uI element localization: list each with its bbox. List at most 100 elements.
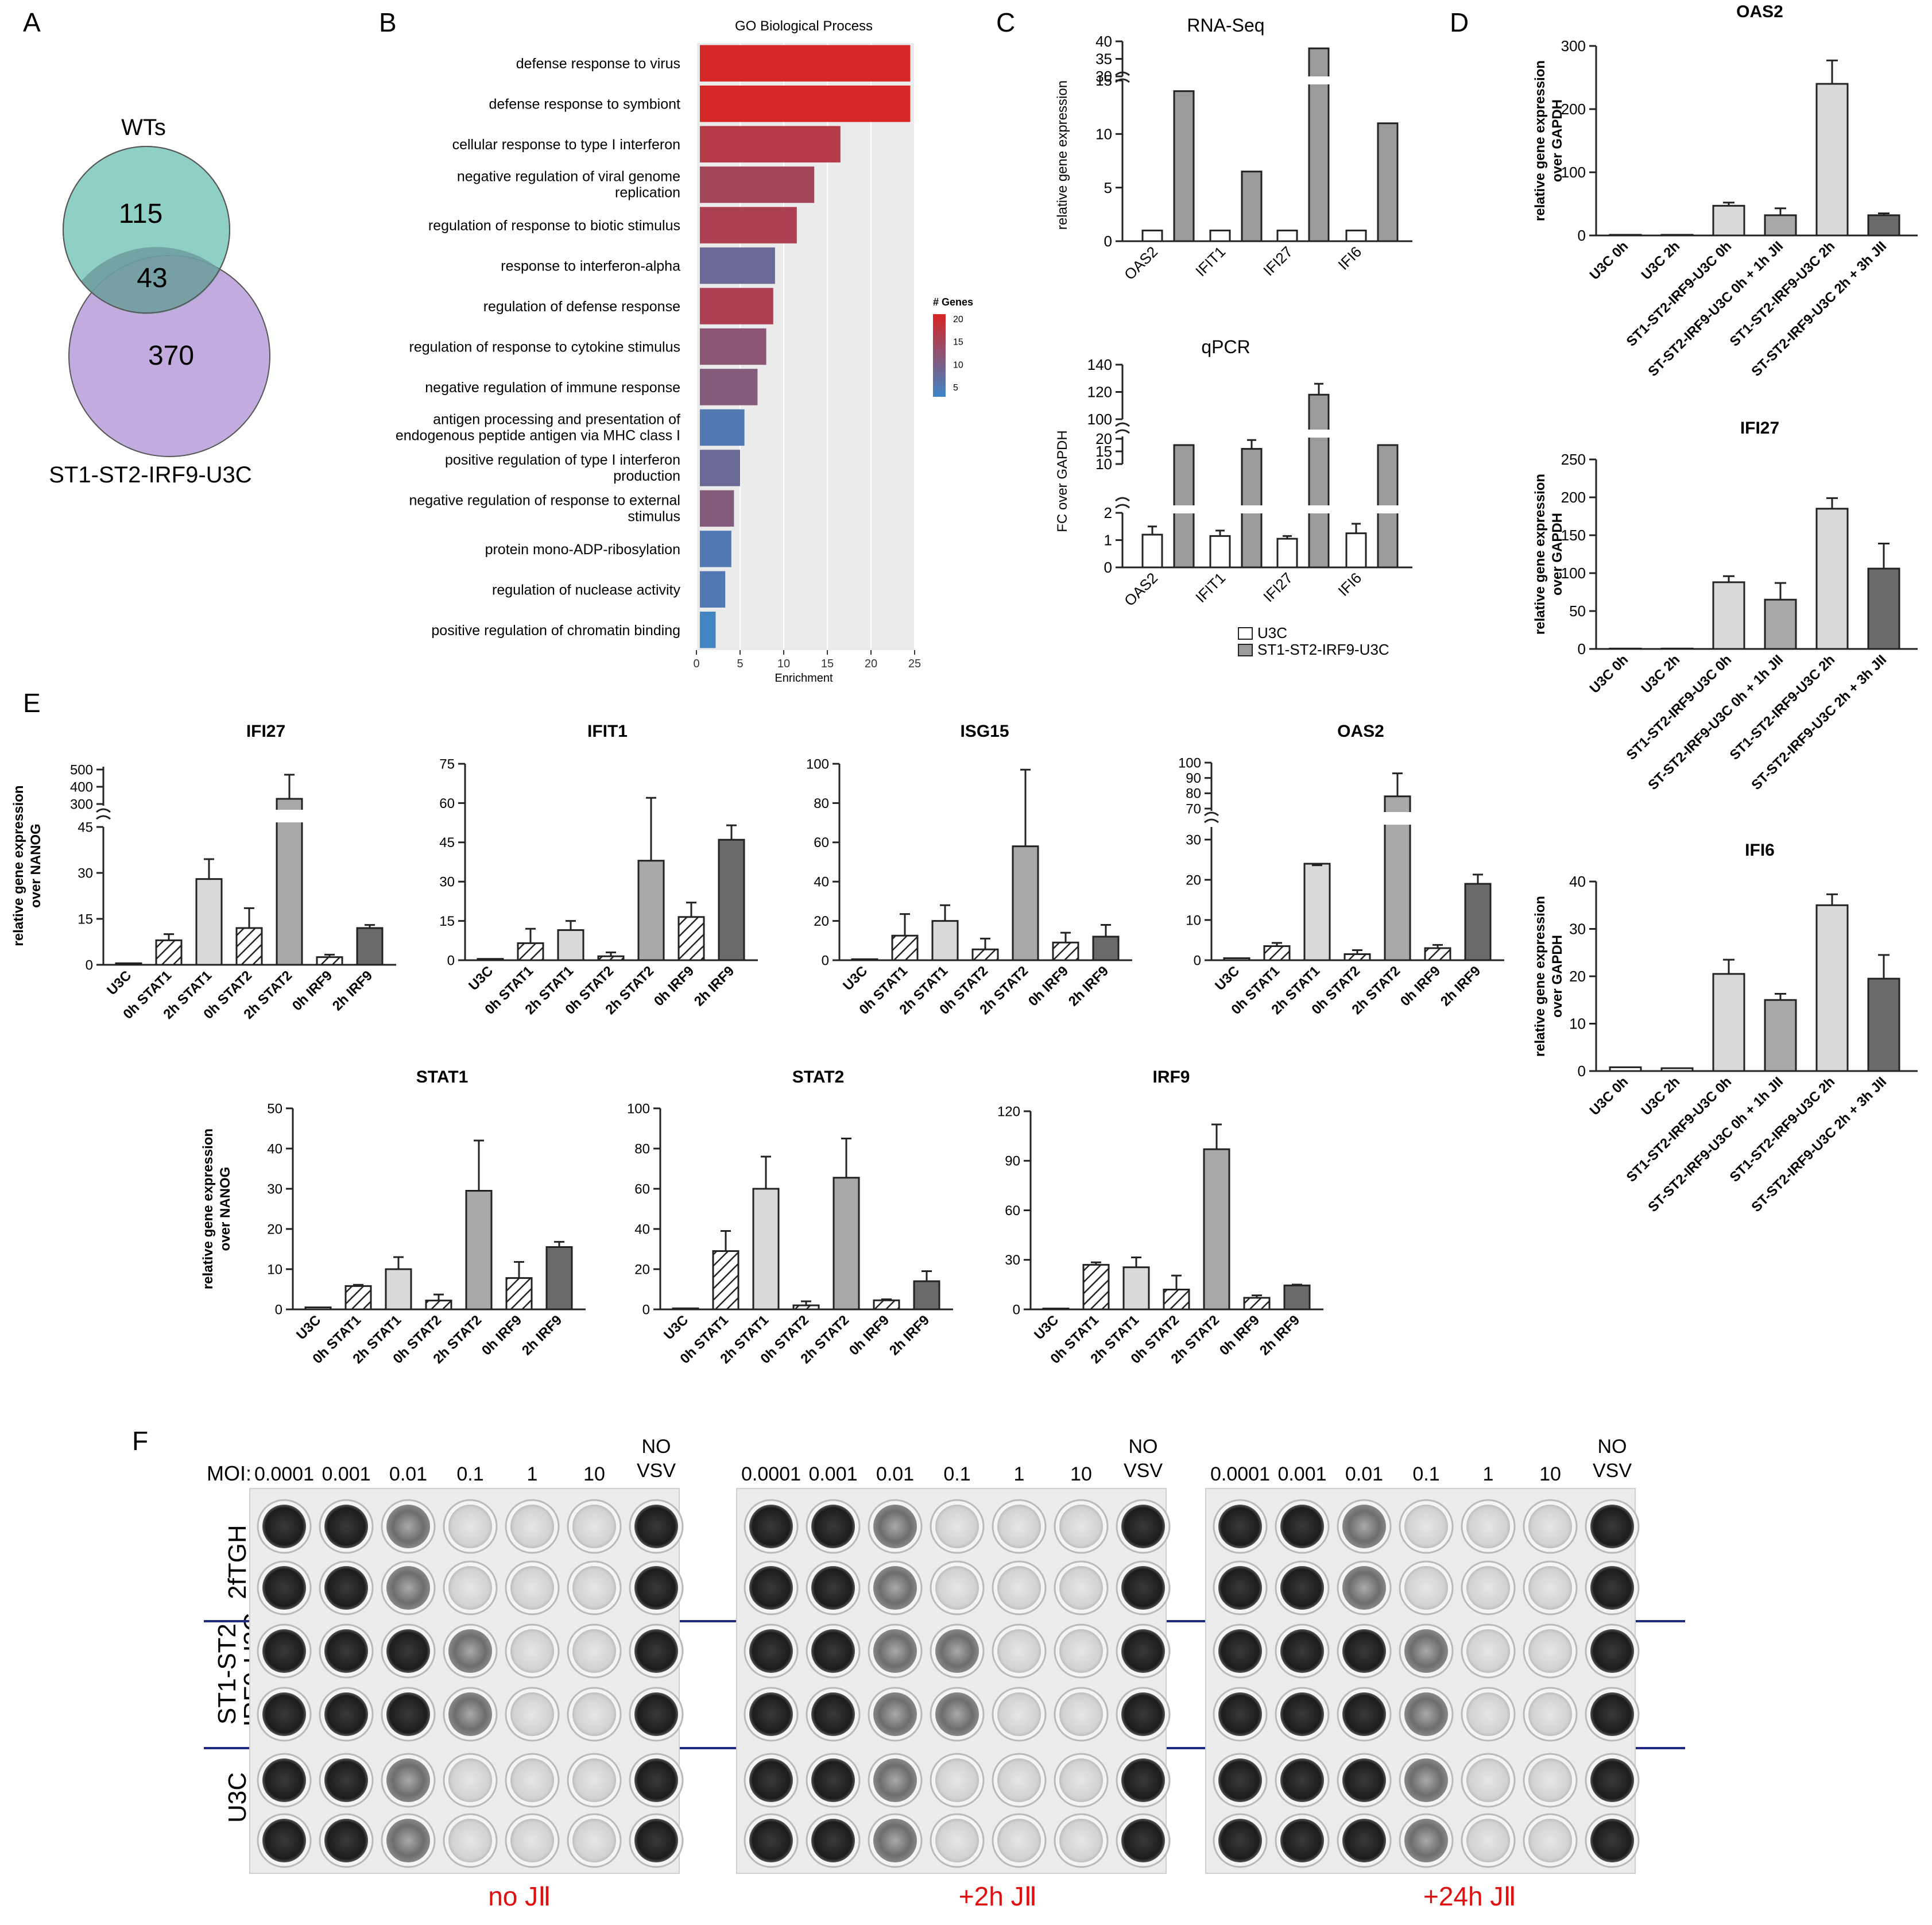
plate-well [1466,1566,1510,1610]
x-tick-label: U3C [661,1312,691,1343]
plate-well [1342,1629,1386,1673]
y-axis-label: over NANOG [218,1167,233,1251]
plate-well [262,1505,306,1548]
plate-well [634,1692,678,1736]
rna-seq-chart: RNA-Seq relative gene expression 0 5 10 15303… [1055,15,1412,283]
e-stat1-chart: STAT1 relative gene expression over NANOG 0… [200,1068,586,1367]
go-category-label: replication [615,185,680,201]
plate-well [1059,1692,1103,1736]
plate-well [1528,1758,1572,1802]
y-tick-label: 0 [642,1302,650,1317]
e-bar [1122,1266,1150,1311]
e-bar [792,1304,820,1311]
plate-well [1218,1819,1262,1862]
e-bar [873,1299,900,1311]
go-category-label: defense response to symbiont [489,96,680,113]
d-ifi27-chart: IFI27 relative gene expression over GAPDH 0… [1532,419,1918,793]
plate-well [1528,1566,1572,1610]
e-bar [517,942,544,961]
e-bar [465,1190,493,1311]
moi-value-label: 1 [527,1463,538,1485]
x-tick-label: 2h IRF9 [691,963,737,1009]
x-tick-label: 0h IRF9 [289,968,335,1014]
plate-well [1528,1819,1572,1862]
plate-well [749,1758,793,1802]
x-tick-label: 0h IRF9 [1397,963,1443,1009]
y-tick-label: 0 [447,953,455,968]
go-category-label: defense response to virus [516,56,680,72]
y-tick-label: 100 [627,1101,650,1116]
plate-well [572,1819,616,1862]
e-bar-break-gap [275,810,304,822]
plaque-assay-plates: MOI: 2fTGH ST1-ST2 -IRF9-U3C U3C no JⅡ +… [204,1436,1685,1911]
e-title: ISG15 [960,722,1009,741]
d-bar [1609,647,1642,650]
y-tick-label: 20 [1186,872,1201,888]
condition-label-2h-jii: +2h JⅡ [959,1881,1037,1911]
go-legend-gradient-step [933,341,946,345]
go-category-label: negative regulation of response to exter… [409,492,680,508]
go-category-label: production [613,468,680,484]
e-bar [356,927,384,966]
no-vsv-label: VSV [1124,1460,1163,1482]
go-category-label: positive regulation of type I interferon [445,452,680,468]
go-legend-gradient-step [933,327,946,331]
go-category-label: positive regulation of chromatin binding [431,623,680,639]
plate-well [1404,1629,1448,1673]
panel-label-b: B [379,7,397,37]
go-category-label: cellular response to type I interferon [452,137,680,153]
plate-well [873,1629,917,1673]
moi-value-label: 0.1 [943,1463,970,1485]
d-oas2-chart: OAS2 relative gene expression over GAPDH 0 1… [1532,2,1918,380]
go-bar [700,247,775,284]
y-tick-label: 80 [1186,786,1201,802]
d-bar [1815,508,1849,650]
plate-well [386,1692,430,1736]
y-tick-label: 250 [1561,451,1586,468]
y-tick-label: 30 [267,1181,282,1197]
y-axis-label: relative gene expression [1532,896,1548,1057]
go-bar [700,490,734,527]
plate-well [1466,1505,1510,1548]
venn-count-wts-only: 115 [119,199,163,229]
y-tick-label: 100 [1561,565,1586,582]
plate-well [448,1692,492,1736]
x-tick-label: U3C 2h [1639,1074,1683,1119]
legend-label-u3c: U3C [1257,624,1287,641]
plate-well [1218,1566,1262,1610]
plate-well [873,1505,917,1548]
y-tick-label: 90 [1186,771,1201,786]
moi-value-label: 0.01 [1345,1463,1383,1485]
go-category-label: regulation of response to cytokine stimu… [409,339,680,355]
y-tick-label: 150 [1561,527,1586,544]
y-tick-label: 300 [1561,37,1586,55]
plate-well [1121,1819,1165,1862]
go-bar [700,126,841,163]
axis-break-mark [1115,71,1130,76]
e-bar [195,878,223,966]
y-axis-label: over GAPDH [1550,513,1565,596]
no-vsv-label: NO [1598,1436,1627,1458]
go-legend-gradient-step [933,363,946,367]
go-bar [700,531,731,567]
qpcr-bar-break-gap [1172,505,1195,513]
plate-well [1059,1758,1103,1802]
go-category-label: response to interferon-alpha [501,258,680,275]
e-bar [235,927,263,966]
plate-well [811,1819,855,1862]
x-tick-label: IFI6 [1334,243,1365,273]
plate-well [510,1566,554,1610]
e-bar [1092,936,1120,961]
x-tick-label: U3C [1212,963,1242,994]
plate-well [811,1505,855,1548]
moi-value-label: 1 [1014,1463,1025,1485]
plate-well [1528,1505,1572,1548]
y-tick-label: 45 [439,835,455,851]
y-tick-label: 5 [1104,179,1112,196]
go-legend-tick: 20 [953,315,963,324]
plate-well [1059,1819,1103,1862]
x-tick-label: IFI27 [1260,569,1296,605]
x-tick-label: ST1-ST2-IRF9-U3C 0h [1624,1074,1735,1185]
plate-well [1121,1505,1165,1548]
